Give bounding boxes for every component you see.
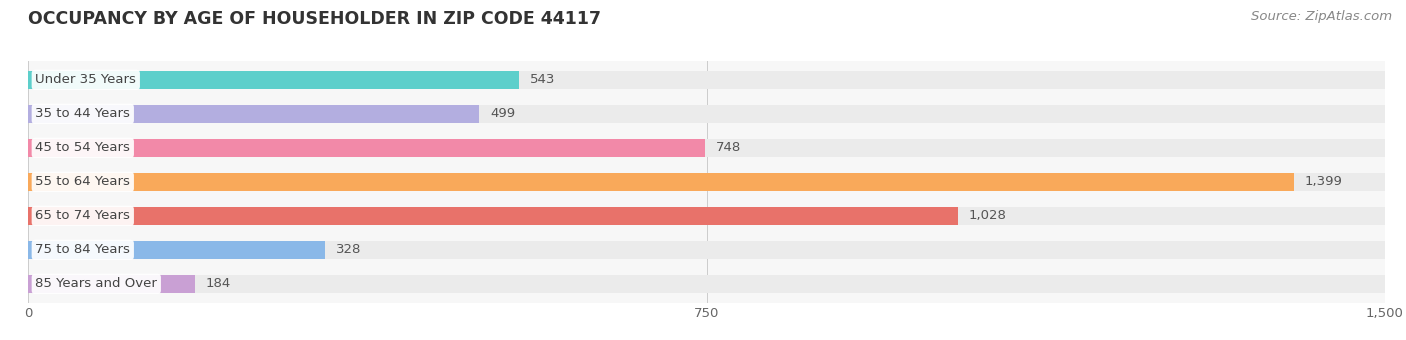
Text: 1,399: 1,399 (1305, 175, 1343, 188)
Text: 543: 543 (530, 73, 555, 86)
Bar (28, 71, 519, 89)
Bar (28, 173, 1385, 191)
Text: 45 to 54 Years: 45 to 54 Years (35, 141, 131, 154)
Text: 65 to 74 Years: 65 to 74 Years (35, 209, 131, 222)
Bar (28, 275, 194, 293)
Text: 499: 499 (491, 107, 516, 120)
Bar (28, 207, 957, 225)
Bar (28, 207, 1385, 225)
Bar (28, 275, 1385, 293)
Bar (28, 139, 1385, 157)
Text: 748: 748 (716, 141, 741, 154)
Bar (28, 173, 1294, 191)
Text: 1,028: 1,028 (969, 209, 1007, 222)
Bar (28, 139, 704, 157)
Bar (28, 105, 1385, 123)
Bar (28, 105, 479, 123)
Text: 328: 328 (336, 243, 361, 256)
Text: Source: ZipAtlas.com: Source: ZipAtlas.com (1251, 10, 1392, 23)
Text: Under 35 Years: Under 35 Years (35, 73, 136, 86)
Bar (28, 241, 1385, 259)
Text: 85 Years and Over: 85 Years and Over (35, 277, 157, 290)
Bar (28, 241, 325, 259)
Bar (28, 71, 1385, 89)
Text: 35 to 44 Years: 35 to 44 Years (35, 107, 131, 120)
Text: 184: 184 (205, 277, 231, 290)
Text: 75 to 84 Years: 75 to 84 Years (35, 243, 131, 256)
Text: 55 to 64 Years: 55 to 64 Years (35, 175, 131, 188)
Text: OCCUPANCY BY AGE OF HOUSEHOLDER IN ZIP CODE 44117: OCCUPANCY BY AGE OF HOUSEHOLDER IN ZIP C… (28, 10, 602, 28)
